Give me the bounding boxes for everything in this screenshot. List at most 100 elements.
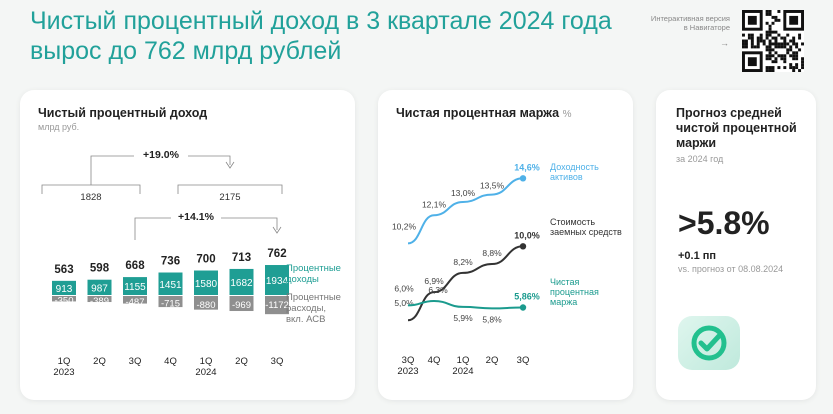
qr-module (765, 69, 769, 72)
expense-bar-label: -880 (196, 300, 215, 311)
legend-income-line: доходы (286, 274, 319, 285)
qr-module (792, 39, 796, 43)
qr-module (771, 36, 775, 40)
headline-line-2: вырос до 762 млрд рублей (30, 37, 342, 65)
qr-module (801, 63, 804, 67)
qr-module (768, 27, 772, 31)
qr-module (756, 36, 760, 40)
qr-module (774, 57, 778, 61)
qr-module (765, 33, 769, 37)
qr-module (768, 69, 772, 72)
qr-module (774, 45, 778, 49)
expense-bar (123, 296, 147, 304)
qr-module (771, 30, 775, 34)
qr-module (774, 15, 778, 19)
growth-half-year: +19.0% (143, 149, 180, 161)
legend-income-line: Процентные (286, 263, 341, 274)
qr-finder-core (747, 15, 757, 25)
growth-label-bg (134, 148, 188, 161)
qr-module (768, 12, 772, 16)
qr-module (759, 39, 763, 43)
total-label: 668 (125, 260, 145, 272)
x-tick-label: 3Q (271, 356, 284, 367)
qr-module (777, 66, 781, 70)
qr-module (795, 57, 799, 61)
qr-module (774, 39, 778, 43)
nim-chart-unit: % (562, 109, 572, 120)
income-bar (229, 268, 254, 295)
qr-module (777, 54, 781, 58)
qr-module (744, 45, 748, 49)
expense-bar-label: -1172 (265, 300, 289, 311)
income-bar-label: 1451 (159, 280, 182, 291)
qr-module (777, 33, 781, 37)
qr-module (765, 48, 769, 52)
qr-module (765, 54, 769, 58)
qr-module (765, 21, 769, 25)
qr-module (795, 45, 799, 49)
expense-bar-label: -715 (161, 299, 180, 310)
expense-bar-label: -350 (54, 296, 73, 307)
qr-module (774, 42, 778, 46)
qr-module (768, 57, 772, 61)
data-label: 10,0% (514, 230, 540, 240)
navigator-link-text[interactable]: Интерактивная версия в Навигаторе (650, 14, 730, 32)
income-bar-label: 1934 (266, 276, 289, 287)
year-label: 2023 (397, 366, 418, 377)
income-bar (123, 277, 147, 295)
qr-module (762, 42, 766, 46)
expense-bar (158, 296, 183, 308)
qr-module (742, 33, 745, 37)
x-tick-label: 2Q (486, 355, 499, 366)
legend-expense-line: вкл. АСВ (286, 314, 325, 325)
qr-module (789, 48, 793, 52)
qr-module (780, 36, 784, 40)
qr-module (792, 42, 796, 46)
income-bar (194, 270, 218, 295)
series-name-line: маржа (550, 297, 577, 307)
income-bar (87, 279, 112, 295)
expense-bar (229, 296, 254, 312)
x-tick-label: 3Q (129, 356, 142, 367)
qr-module (765, 66, 769, 70)
qr-module (768, 39, 772, 43)
data-label: 5,86% (514, 292, 540, 302)
qr-module (774, 36, 778, 40)
total-label: 762 (267, 248, 286, 260)
qr-module (765, 30, 769, 34)
qr-finder-core (789, 15, 799, 25)
year-label: 2023 (53, 367, 74, 378)
nim-line-chart: 10,2% 12,1% 13,0% 13,5% 14,6% Доходностьактив… (392, 162, 622, 377)
series-name-line: Доходность (550, 162, 599, 172)
qr-module (759, 33, 763, 37)
qr-module (783, 66, 787, 70)
data-label: 8,2% (453, 257, 473, 267)
qr-code-icon[interactable] (742, 10, 804, 72)
qr-module (777, 42, 781, 46)
expense-bar (87, 296, 112, 303)
x-tick-label: 1Q (200, 356, 213, 367)
expense-bar (194, 296, 218, 310)
qr-module (765, 57, 769, 61)
qr-module (750, 42, 754, 46)
qr-module (768, 30, 772, 34)
expense-bar-label: -969 (232, 300, 251, 311)
qr-module (750, 36, 754, 40)
series-name-line: заемных средств (550, 227, 622, 237)
qr-module (774, 60, 778, 64)
series-end-point (519, 243, 527, 250)
qr-module (795, 51, 799, 55)
income-bar-label: 1155 (124, 282, 146, 293)
qr-module (771, 54, 775, 58)
arrow-right-icon[interactable]: → (720, 38, 729, 48)
qr-module (783, 54, 787, 58)
half-year-sum: 1828 (80, 192, 101, 203)
qr-module (744, 42, 748, 46)
qr-module (777, 45, 781, 49)
qr-module (783, 42, 787, 46)
income-bar-label: 987 (91, 283, 108, 294)
qr-module (759, 36, 763, 40)
qr-module (789, 39, 793, 43)
data-label: 6,0% (394, 283, 414, 293)
qr-module (768, 66, 772, 70)
